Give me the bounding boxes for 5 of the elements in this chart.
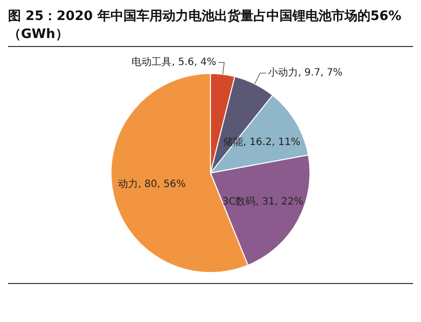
slice-label: 3C数码, 31, 22% [222, 196, 304, 208]
slice-label: 动力, 80, 56% [118, 178, 186, 190]
chart-title: 图 25：2020 年中国车用动力电池出货量占中国锂电池市场的56%（GWh） [8, 8, 413, 47]
slice-label: 小动力, 9.7, 7% [268, 66, 343, 79]
slice-label: 电动工具, 5.6, 4% [132, 56, 216, 68]
